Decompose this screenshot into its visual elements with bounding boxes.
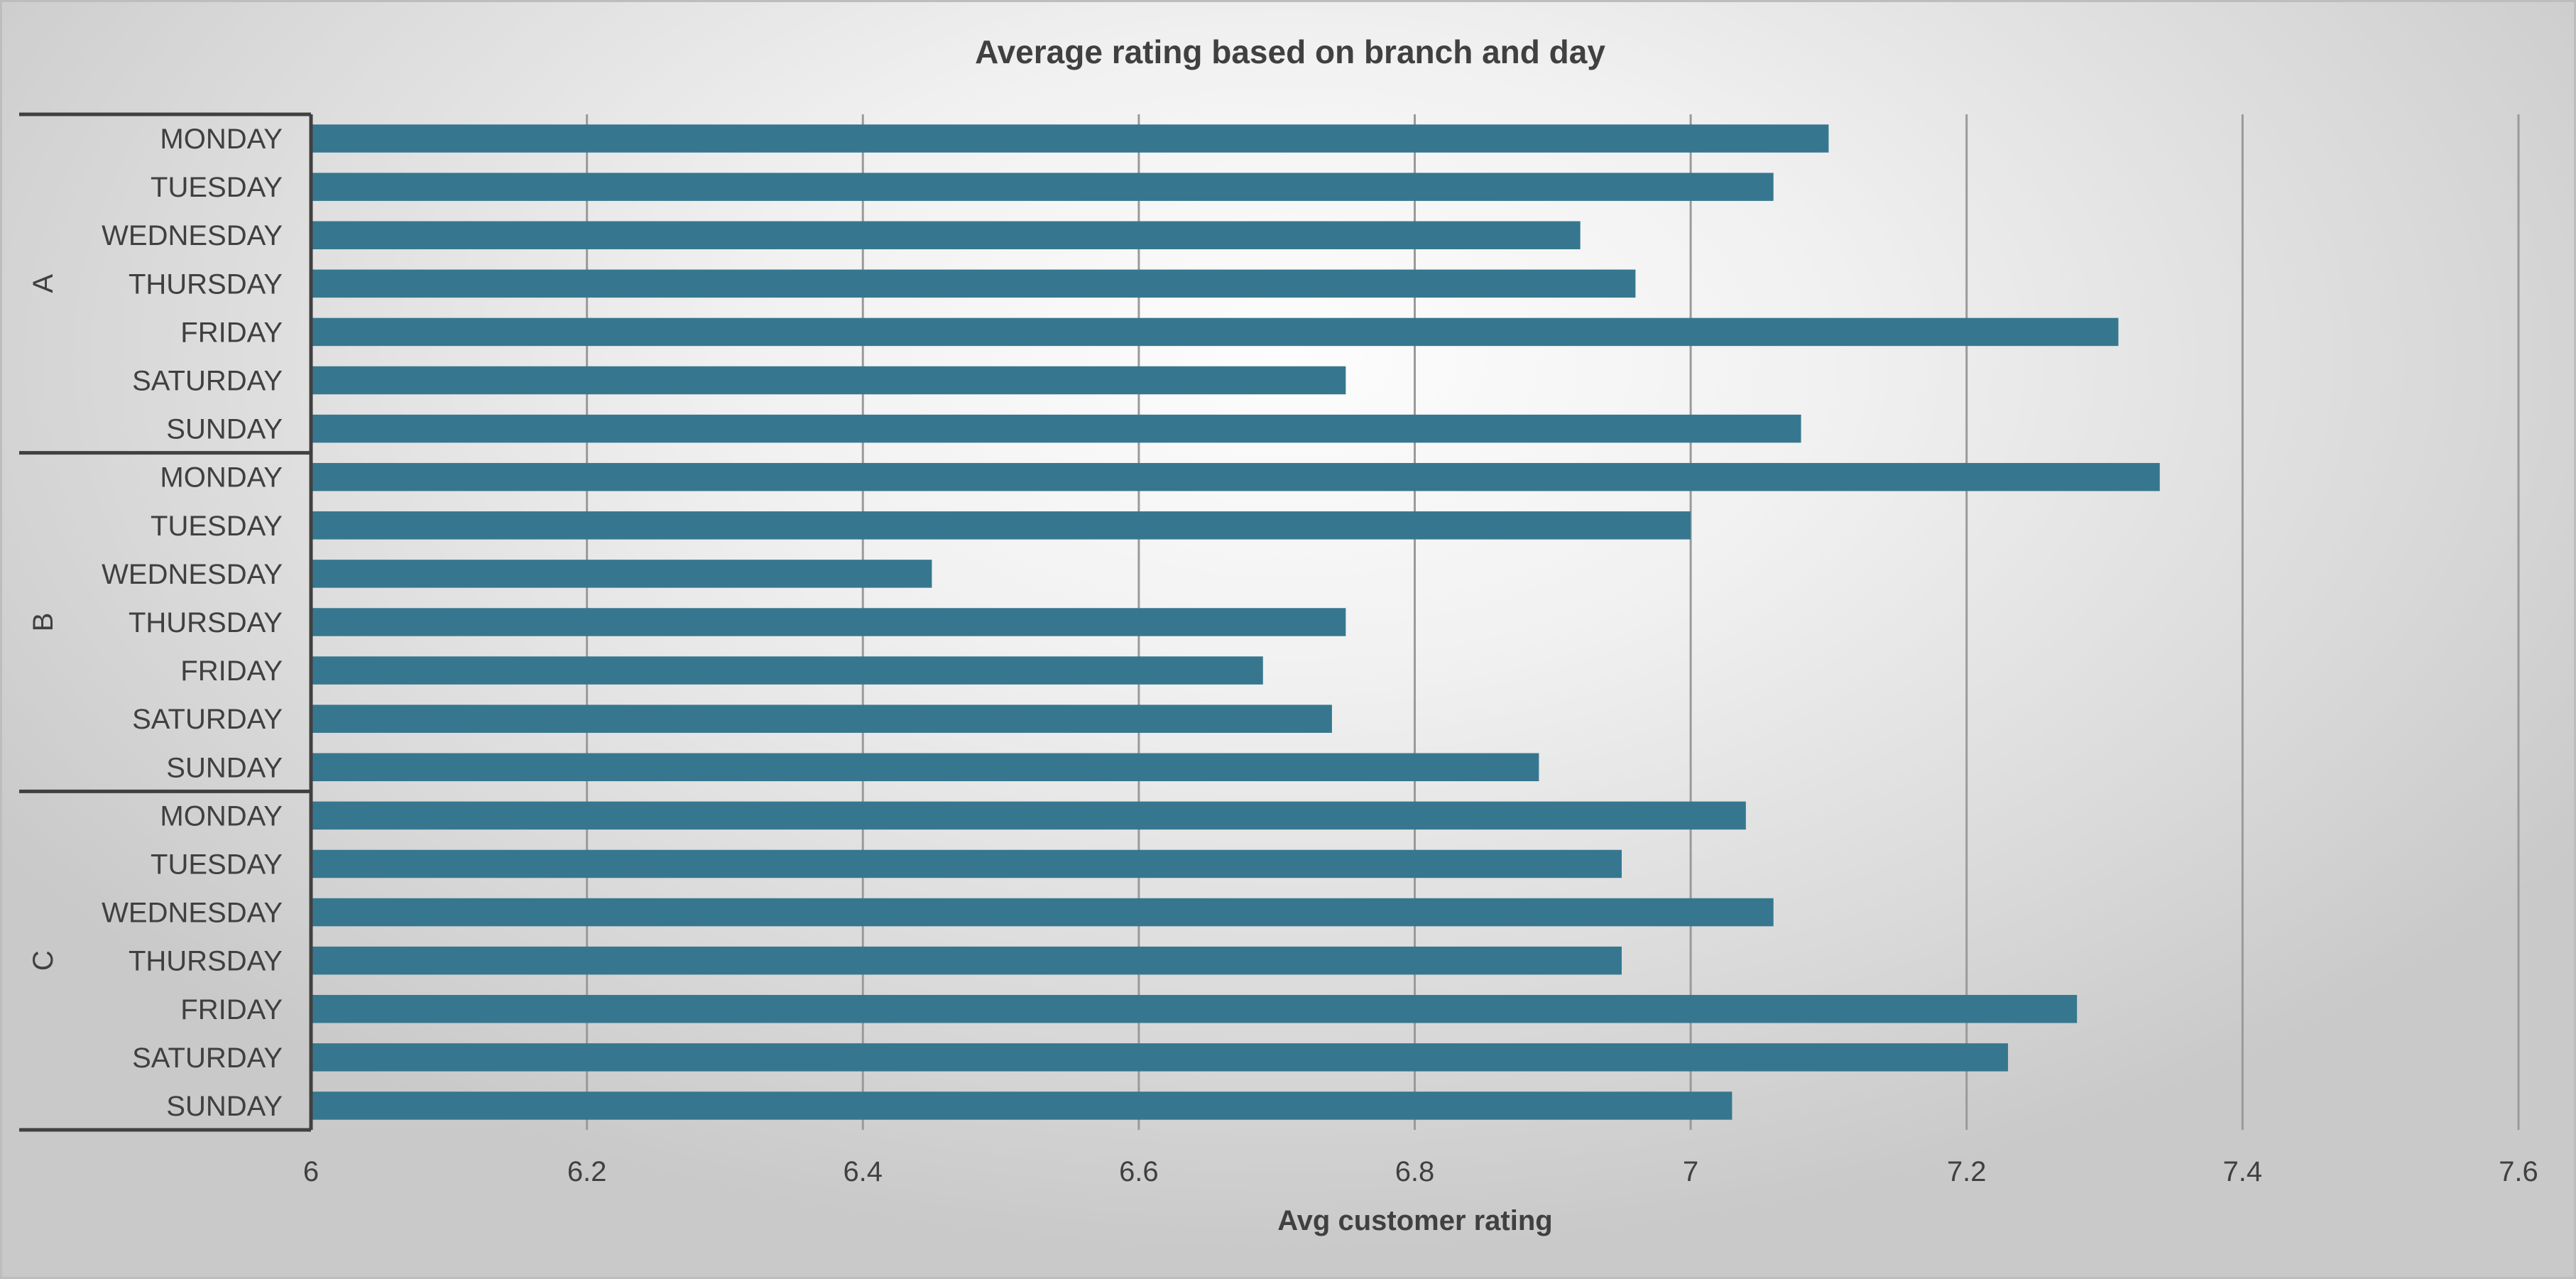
bar: [311, 1092, 1732, 1120]
bar: [311, 462, 2160, 491]
chart-title: Average rating based on branch and day: [975, 33, 1605, 70]
y-category-label: THURSDAY: [129, 946, 283, 977]
bar: [311, 511, 1691, 540]
y-category-label: TUESDAY: [151, 849, 283, 880]
y-category-label: SUNDAY: [166, 414, 283, 445]
bar: [311, 269, 1636, 298]
bar: [311, 898, 1774, 927]
x-tick-label: 6: [303, 1156, 319, 1187]
x-axis-title: Avg customer rating: [1277, 1205, 1552, 1236]
y-category-label: WEDNESDAY: [102, 898, 283, 929]
y-category-label: WEDNESDAY: [102, 220, 283, 251]
bar: [311, 995, 2078, 1023]
value-axis: 6 6.2 6.4 6.6 6.8 7 7.2 7.4 7.6: [303, 1156, 2538, 1187]
x-tick-label: 6.4: [843, 1156, 883, 1187]
y-category-label: SUNDAY: [166, 752, 283, 783]
y-category-label: MONDAY: [160, 462, 283, 494]
bar: [311, 1043, 2009, 1072]
y-category-label: THURSDAY: [129, 268, 283, 300]
bar: [311, 221, 1581, 249]
y-category-label: FRIDAY: [180, 655, 283, 687]
x-tick-label: 6.8: [1395, 1156, 1435, 1187]
group-label: C: [28, 950, 59, 971]
category-axis: MONDAY TUESDAY WEDNESDAY THURSDAY FRIDAY SATU…: [19, 112, 313, 1132]
y-category-label: SATURDAY: [132, 1043, 283, 1074]
y-category-label: MONDAY: [160, 124, 283, 155]
bar: [311, 946, 1622, 975]
bar: [311, 173, 1774, 201]
y-category-label: TUESDAY: [151, 172, 283, 203]
y-category-label: MONDAY: [160, 800, 283, 832]
bar: [311, 753, 1539, 782]
bar: [311, 656, 1263, 685]
bar: [311, 124, 1829, 153]
bar: [311, 801, 1746, 830]
bar: [311, 414, 1801, 443]
x-tick-label: 7: [1683, 1156, 1698, 1187]
y-category-label: FRIDAY: [180, 994, 283, 1025]
bar: [311, 608, 1346, 636]
bar: [311, 849, 1622, 878]
y-category-label: SATURDAY: [132, 366, 283, 397]
y-category-label: TUESDAY: [151, 511, 283, 542]
x-tick-label: 7.6: [2499, 1156, 2538, 1187]
group-label: B: [28, 613, 59, 632]
group-label: A: [28, 274, 59, 293]
x-tick-label: 6.6: [1119, 1156, 1159, 1187]
bars: [311, 124, 2160, 1120]
y-category-label: WEDNESDAY: [102, 559, 283, 590]
y-category-label: THURSDAY: [129, 607, 283, 638]
bar: [311, 366, 1346, 395]
y-category-label: SUNDAY: [166, 1091, 283, 1122]
x-tick-label: 6.2: [567, 1156, 607, 1187]
x-tick-label: 7.2: [1947, 1156, 1987, 1187]
x-tick-label: 7.4: [2223, 1156, 2263, 1187]
bar: [311, 560, 932, 588]
bar: [311, 317, 2119, 347]
y-category-label: FRIDAY: [180, 317, 283, 348]
y-category-label: SATURDAY: [132, 704, 283, 735]
bar: [311, 704, 1332, 733]
